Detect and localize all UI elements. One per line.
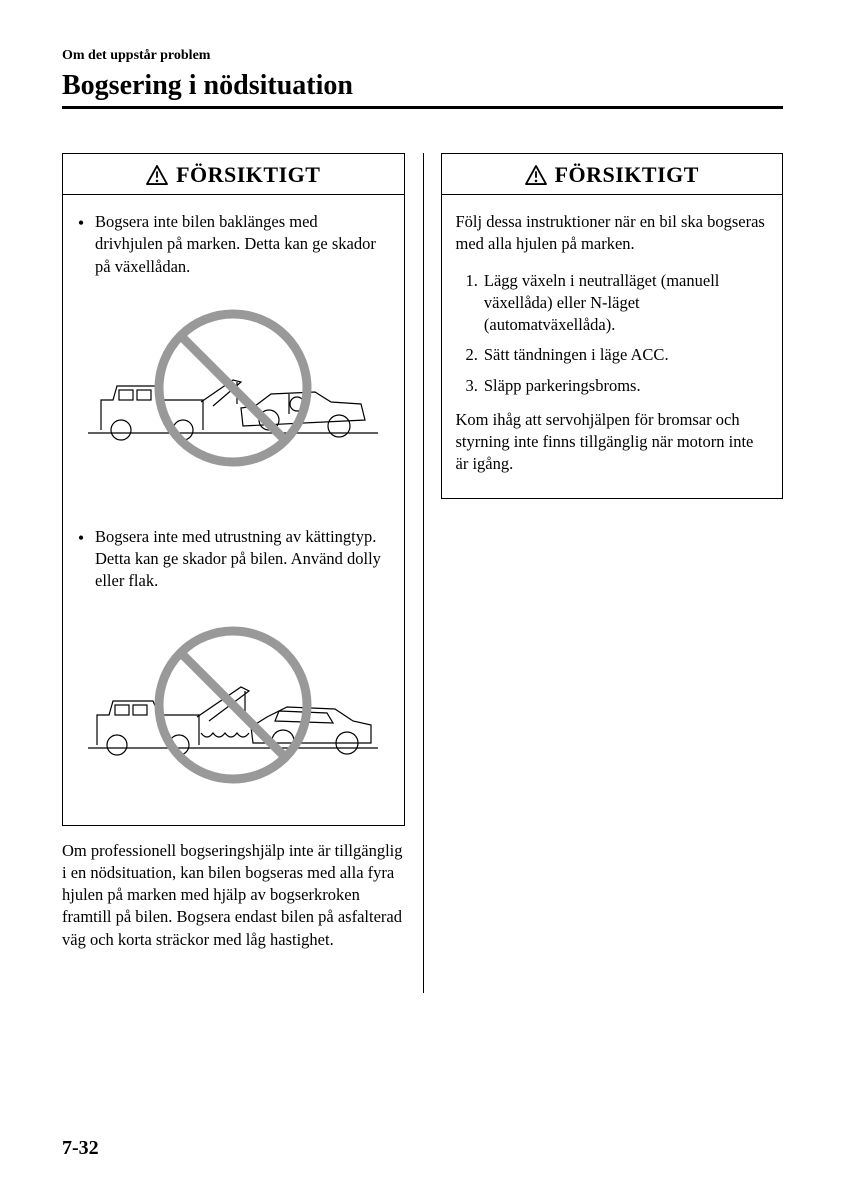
warning-triangle-icon [146, 165, 168, 185]
caution-body-right: Följ dessa instruktioner när en bil ska … [442, 195, 783, 498]
chapter-label: Om det uppstår problem [62, 48, 783, 64]
towing-diagram-rear [77, 298, 390, 478]
right-column: FÖRSIKTIGT Följ dessa instruktioner när … [423, 153, 784, 951]
caution-header-left: FÖRSIKTIGT [63, 154, 404, 195]
content-columns: FÖRSIKTIGT • Bogsera inte bilen baklänge… [62, 153, 783, 951]
page-header: Om det uppstår problem Bogsering i nödsi… [62, 48, 783, 109]
caution-body-left: • Bogsera inte bilen baklänges med drivh… [63, 195, 404, 825]
step-number: 2. [466, 344, 478, 366]
bullet-dot-icon: • [77, 211, 85, 278]
page-number: 7-32 [62, 1137, 99, 1160]
caution-box-left: FÖRSIKTIGT • Bogsera inte bilen baklänge… [62, 153, 405, 826]
title-rule [62, 106, 783, 109]
step-item: 1. Lägg växeln i neutralläget (manuell v… [456, 270, 769, 337]
bullet-item: • Bogsera inte bilen baklänges med drivh… [77, 211, 390, 278]
step-item: 2. Sätt tändningen i läge ACC. [456, 344, 769, 366]
page-title: Bogsering i nödsituation [62, 70, 783, 102]
caution-title-left: FÖRSIKTIGT [176, 162, 320, 188]
step-text: Sätt tändningen i läge ACC. [484, 344, 768, 366]
bullet-item: • Bogsera inte med utrustning av kätting… [77, 526, 390, 593]
bullet-text: Bogsera inte bilen baklänges med drivhju… [95, 211, 390, 278]
column-divider [423, 153, 424, 993]
step-item: 3. Släpp parkeringsbroms. [456, 375, 769, 397]
step-text: Släpp parkeringsbroms. [484, 375, 768, 397]
caution-header-right: FÖRSIKTIGT [442, 154, 783, 195]
step-number: 3. [466, 375, 478, 397]
step-number: 1. [466, 270, 478, 337]
warning-triangle-icon [525, 165, 547, 185]
bullet-dot-icon: • [77, 526, 85, 593]
step-text: Lägg växeln i neutralläget (manuell växe… [484, 270, 768, 337]
left-body-paragraph: Om professionell bogseringshjälp inte är… [62, 840, 405, 951]
bullet-text: Bogsera inte med utrustning av kättingty… [95, 526, 390, 593]
instructions-intro: Följ dessa instruktioner när en bil ska … [456, 211, 769, 256]
caution-title-right: FÖRSIKTIGT [555, 162, 699, 188]
caution-box-right: FÖRSIKTIGT Följ dessa instruktioner när … [441, 153, 784, 499]
instructions-footer: Kom ihåg att servohjälpen för bromsar oc… [456, 409, 769, 476]
towing-diagram-chain [77, 613, 390, 793]
prohibited-towing-rear-icon [83, 298, 383, 478]
prohibited-towing-chain-icon [83, 613, 383, 793]
left-column: FÖRSIKTIGT • Bogsera inte bilen baklänge… [62, 153, 423, 951]
